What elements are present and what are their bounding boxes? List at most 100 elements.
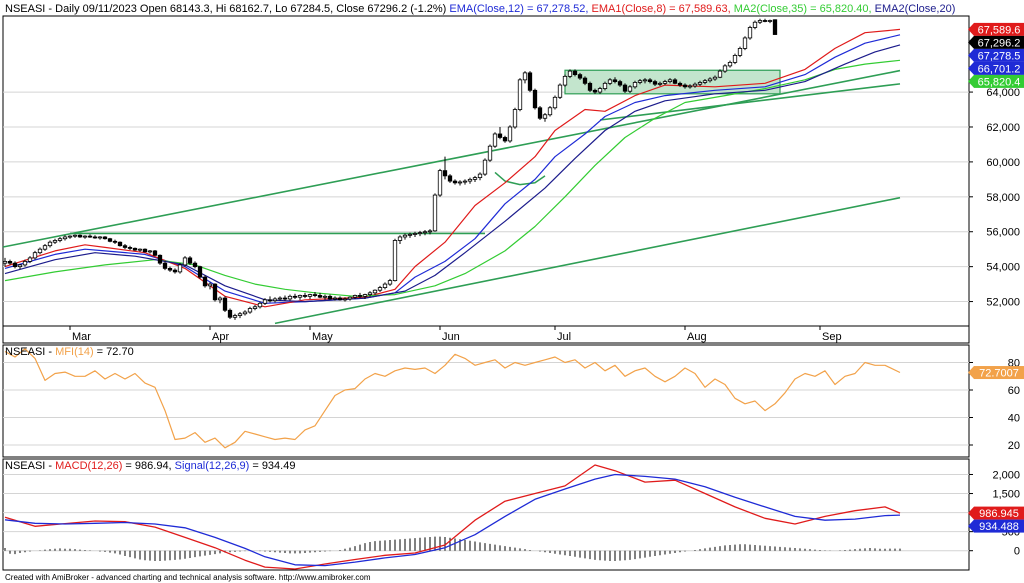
candle-body — [527, 72, 533, 91]
candle-body — [547, 107, 553, 116]
price-x-axis: Mar Apr May Jun Jul Aug Sep — [3, 325, 969, 343]
candle-body — [737, 48, 743, 56]
candle-body — [592, 89, 598, 93]
candle-body — [242, 311, 248, 315]
candle-body — [622, 84, 628, 92]
legend-item-0: NSEASI - — [5, 346, 55, 358]
candle-body — [497, 133, 503, 138]
macd-signal-12-26-9- — [4, 473, 901, 567]
candle-body — [112, 240, 118, 243]
candle-body — [62, 236, 68, 240]
candle-body — [42, 245, 48, 250]
legend-item-4: EMA2(Close,20) — [872, 3, 956, 15]
candle-body — [302, 295, 308, 297]
candle-body — [47, 241, 53, 247]
candle-body — [552, 96, 558, 109]
y-tick-label: 60,000 — [986, 157, 1020, 169]
candle-body — [682, 84, 688, 88]
candle-body — [212, 283, 218, 301]
x-tick-label-sep: Sep — [822, 331, 842, 343]
legend-item-1: MFI(14) — [55, 346, 94, 358]
candle-body — [342, 298, 348, 301]
value-badge — [974, 519, 1024, 533]
candle-body — [692, 83, 698, 87]
candle-body — [397, 236, 403, 241]
candle-body — [502, 137, 508, 142]
candle-body — [687, 85, 693, 88]
value-badge — [974, 366, 1024, 380]
candle-body — [482, 159, 488, 175]
candle-body — [87, 235, 93, 238]
candle-body — [762, 20, 768, 22]
candle-body — [587, 82, 593, 91]
price-zones — [564, 69, 781, 95]
legend-item-1: MACD(12,26) — [55, 460, 122, 472]
macd-legend: NSEASI - MACD(12,26) = 986.94, Signal(12… — [5, 460, 295, 472]
x-tick-label-jun: Jun — [442, 331, 460, 343]
candle-body — [562, 75, 568, 86]
candle-body — [752, 21, 758, 28]
candle-body — [647, 79, 653, 82]
candle-body — [597, 88, 603, 93]
candle-body — [192, 262, 198, 268]
y-tick-label: 54,000 — [986, 262, 1020, 274]
candle-body — [107, 238, 113, 242]
candle-body — [442, 170, 448, 177]
value-badge-pointer — [968, 61, 974, 75]
candle-body — [167, 267, 173, 271]
candle-body — [542, 114, 548, 119]
candle-body — [487, 145, 493, 161]
candle-body — [7, 261, 13, 264]
candle-body — [322, 295, 328, 298]
candle-body — [157, 254, 163, 264]
price-trendlines — [2, 69, 901, 325]
candle-body — [642, 79, 648, 82]
mfi-series — [4, 348, 901, 449]
y-tick-label: 20 — [1008, 440, 1020, 452]
candle-body — [457, 181, 463, 184]
candle-body — [672, 79, 678, 84]
candle-body — [317, 295, 323, 298]
price-candles — [2, 18, 778, 320]
candle-body — [557, 84, 563, 98]
candle-body — [202, 276, 208, 287]
candle-body — [757, 20, 763, 23]
mfi-legend: NSEASI - MFI(14) = 72.70 — [5, 346, 134, 358]
price-legend: NSEASI - Daily 09/11/2023 Open 68143.3, … — [5, 3, 955, 15]
value-badge — [974, 61, 1024, 75]
candle-body — [637, 80, 643, 83]
candle-body — [767, 20, 773, 22]
candle-body — [417, 232, 423, 235]
candle-body — [312, 294, 318, 296]
price-value-labels: 67,589.667,296.267,278.566,701.265,820.4 — [968, 22, 1024, 88]
candle-body — [332, 297, 338, 300]
candle-body — [432, 194, 438, 232]
mfi-line — [4, 348, 901, 449]
candle-body — [477, 173, 483, 179]
candle-body — [462, 180, 468, 183]
mfi-panel-frame — [2, 344, 970, 458]
candle-body — [467, 178, 473, 182]
candle-body — [347, 296, 353, 300]
candle-body — [12, 262, 18, 268]
candle-body — [747, 27, 753, 39]
candle-body — [267, 299, 273, 302]
candle-body — [137, 248, 143, 251]
y-tick-label: 62,000 — [986, 122, 1020, 134]
candle-body — [272, 298, 278, 302]
candle-body — [207, 283, 213, 287]
candle-body — [147, 250, 153, 253]
candle-body — [152, 250, 158, 256]
cup-arc — [494, 171, 546, 186]
candle-body — [197, 266, 203, 278]
legend-item-2: EMA1(Close,8) = 67,589.63, — [588, 3, 730, 15]
value-badge-pointer — [968, 366, 974, 380]
candle-body — [517, 79, 523, 110]
candle-body — [97, 236, 103, 239]
candle-body — [447, 175, 453, 182]
macd-series — [4, 464, 901, 570]
candle-body — [582, 77, 588, 84]
macd-panel-frame — [2, 458, 970, 571]
